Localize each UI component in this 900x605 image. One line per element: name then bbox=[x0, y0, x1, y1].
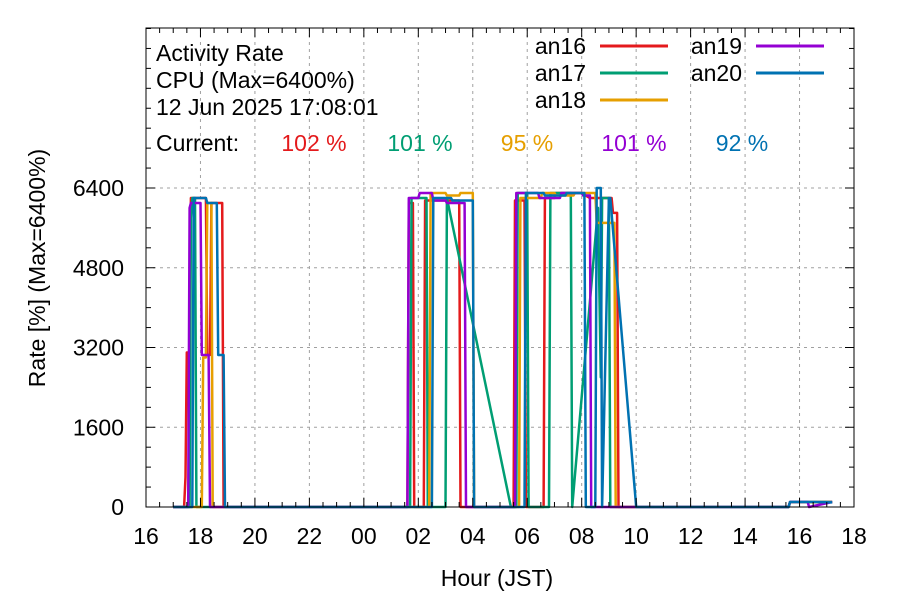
x-tick-label: 04 bbox=[460, 523, 486, 549]
current-value-an18: 95 % bbox=[501, 130, 553, 156]
chart-title: Activity Rate bbox=[156, 40, 284, 66]
x-tick-label: 12 bbox=[678, 523, 704, 549]
y-tick-label: 4800 bbox=[73, 255, 124, 281]
legend-label-an16: an16 bbox=[535, 33, 586, 59]
current-value-an20: 92 % bbox=[716, 130, 768, 156]
x-tick-label: 16 bbox=[133, 523, 159, 549]
x-tick-label: 20 bbox=[242, 523, 268, 549]
x-tick-label: 22 bbox=[297, 523, 323, 549]
current-value-an17: 101 % bbox=[387, 130, 452, 156]
current-values: 102 % 101 % 95 % 101 % 92 % bbox=[281, 130, 768, 156]
legend-label-an20: an20 bbox=[691, 60, 742, 86]
legend-label-an17: an17 bbox=[535, 60, 586, 86]
label-layer: Activity Rate CPU (Max=6400%) 12 Jun 202… bbox=[24, 40, 553, 591]
legend-label-an19: an19 bbox=[691, 33, 742, 59]
x-tick-label: 18 bbox=[841, 523, 867, 549]
legend-label-an18: an18 bbox=[535, 87, 586, 113]
current-value-an19: 101 % bbox=[601, 130, 666, 156]
tick-layer: 16 18 20 22 00 02 04 06 08 10 12 14 16 18 0 1600 3200 480… bbox=[73, 28, 867, 549]
x-tick-label: 10 bbox=[623, 523, 649, 549]
y-tick-label: 6400 bbox=[73, 175, 124, 201]
current-value-an16: 102 % bbox=[281, 130, 346, 156]
x-tick-label: 16 bbox=[787, 523, 813, 549]
chart-timestamp: 12 Jun 2025 17:08:01 bbox=[156, 94, 379, 120]
y-axis-label: Rate [%] (Max=6400%) bbox=[24, 149, 50, 387]
y-tick-label: 1600 bbox=[73, 414, 124, 440]
x-tick-label: 02 bbox=[406, 523, 432, 549]
x-tick-label: 08 bbox=[569, 523, 595, 549]
y-tick-label: 0 bbox=[111, 494, 124, 520]
x-axis-label: Hour (JST) bbox=[441, 565, 553, 591]
y-tick-label: 3200 bbox=[73, 335, 124, 361]
x-tick-label: 14 bbox=[732, 523, 758, 549]
x-tick-label: 18 bbox=[188, 523, 214, 549]
chart-subtitle: CPU (Max=6400%) bbox=[156, 67, 355, 93]
x-tick-label: 06 bbox=[514, 523, 540, 549]
series-line-an20 bbox=[173, 186, 833, 509]
x-tick-label: 00 bbox=[351, 523, 377, 549]
current-label: Current: bbox=[156, 130, 239, 156]
